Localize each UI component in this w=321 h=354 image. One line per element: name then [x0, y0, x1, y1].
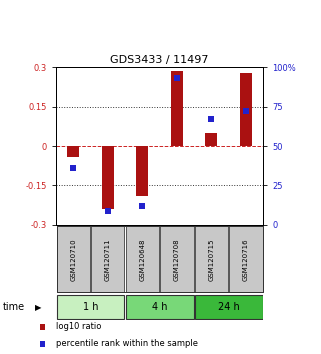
Text: GSM120708: GSM120708 [174, 238, 180, 281]
Bar [57, 226, 90, 292]
Bar [195, 295, 263, 319]
Bar [136, 146, 149, 196]
Text: 4 h: 4 h [152, 302, 168, 312]
Bar [57, 295, 125, 319]
Bar [126, 226, 159, 292]
Text: time: time [3, 302, 25, 312]
Text: GSM120711: GSM120711 [105, 238, 111, 281]
Bar [91, 226, 125, 292]
Bar [205, 133, 218, 146]
Text: 1 h: 1 h [83, 302, 99, 312]
Bar [171, 71, 183, 146]
Text: GSM120716: GSM120716 [243, 238, 249, 281]
Title: GDS3433 / 11497: GDS3433 / 11497 [110, 55, 209, 65]
Text: GSM120648: GSM120648 [139, 238, 145, 281]
Bar [67, 146, 80, 156]
Text: ▶: ▶ [35, 303, 42, 312]
Text: GSM120710: GSM120710 [70, 238, 76, 281]
Text: GSM120715: GSM120715 [208, 238, 214, 281]
Bar [126, 295, 194, 319]
Bar [160, 226, 194, 292]
Text: percentile rank within the sample: percentile rank within the sample [56, 339, 198, 348]
Text: 24 h: 24 h [218, 302, 239, 312]
Bar [230, 226, 263, 292]
Bar [240, 73, 252, 146]
Bar [195, 226, 228, 292]
Bar [102, 146, 114, 209]
Text: log10 ratio: log10 ratio [56, 322, 101, 331]
